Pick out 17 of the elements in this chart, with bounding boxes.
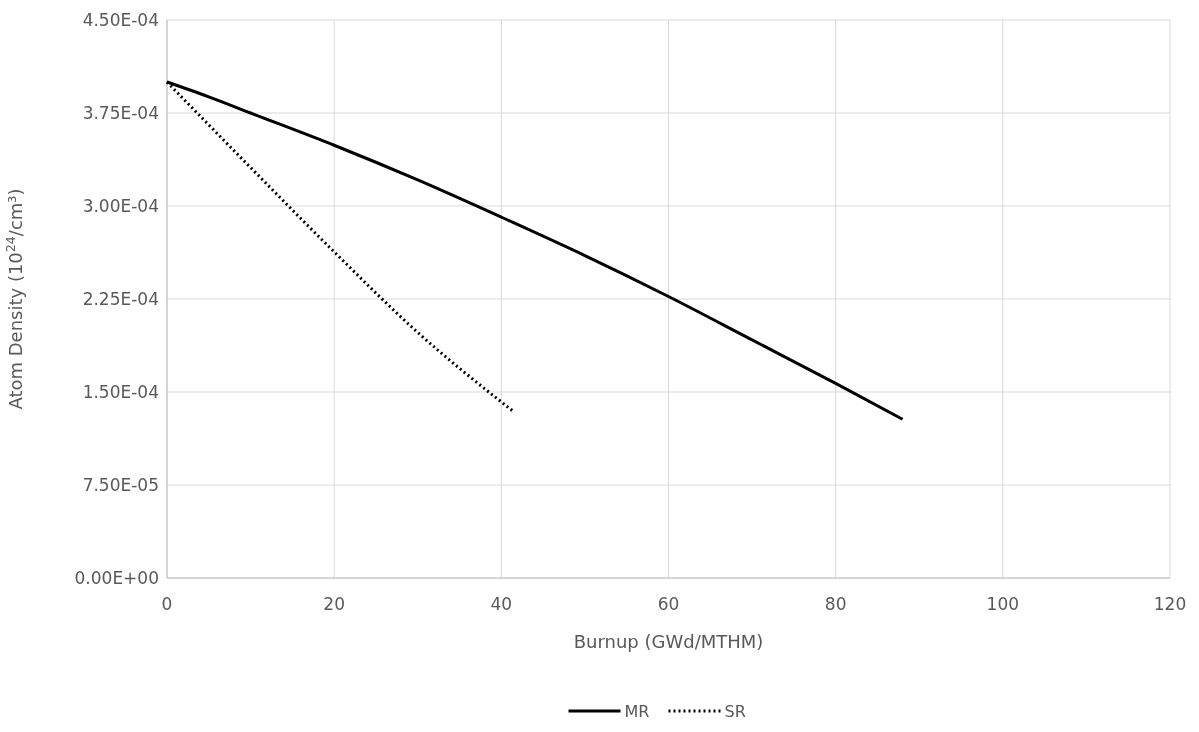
x-tick-label: 100 <box>986 594 1020 614</box>
y-tick-label: 3.75E-04 <box>82 102 159 123</box>
x-axis-title: Burnup (GWd/MTHM) <box>573 631 764 652</box>
legend-label: MR <box>624 702 650 721</box>
x-tick-label: 80 <box>824 594 847 614</box>
x-tick-label: 60 <box>657 594 680 614</box>
y-tick-label: 3.00E-04 <box>82 195 159 216</box>
x-tick-label: 40 <box>490 594 513 614</box>
y-tick-label: 1.50E-04 <box>82 381 159 402</box>
x-tick-label: 0 <box>161 594 173 614</box>
legend-label: SR <box>724 702 746 721</box>
y-tick-label: 2.25E-04 <box>82 288 159 309</box>
y-tick-label: 7.50E-05 <box>82 474 159 495</box>
x-tick-label: 120 <box>1153 594 1187 614</box>
x-tick-label: 20 <box>323 594 345 614</box>
y-tick-label: 4.50E-04 <box>82 9 159 30</box>
y-tick-label: 0.00E+00 <box>74 567 159 588</box>
